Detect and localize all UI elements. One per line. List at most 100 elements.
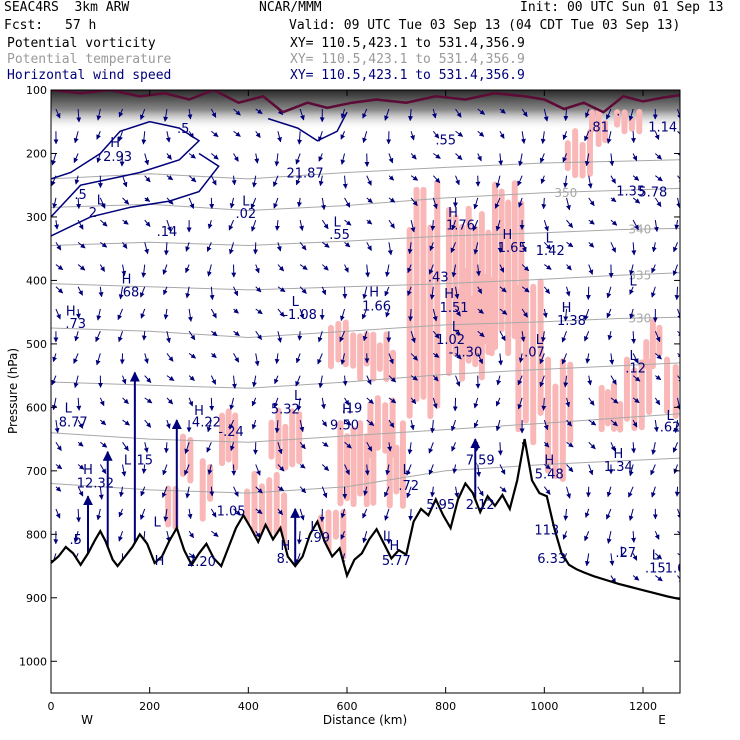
wind-vector xyxy=(209,197,215,210)
wind-vector xyxy=(566,264,572,271)
wind-vector xyxy=(344,241,351,248)
wind-vector xyxy=(455,308,461,317)
wind-vector xyxy=(164,442,170,454)
pv-shading-streak xyxy=(586,129,593,177)
contour-label: H xyxy=(613,447,623,462)
wind-vector xyxy=(185,286,191,299)
wind-vector xyxy=(210,508,217,518)
wind-vector xyxy=(518,197,523,208)
wind-vector xyxy=(566,441,574,448)
wind-vector xyxy=(432,375,439,382)
wind-vector xyxy=(432,397,438,409)
contour-label: 1.14 xyxy=(648,120,677,135)
wind-vector xyxy=(188,552,197,559)
contour-label: .68 xyxy=(119,285,140,300)
pv-shading-streak xyxy=(498,188,505,333)
wind-vector xyxy=(100,441,108,448)
wind-vector xyxy=(610,242,616,253)
wind-vector xyxy=(209,486,215,497)
wind-vector xyxy=(187,108,193,120)
wind-vector xyxy=(610,442,616,452)
x-tick-label: 600 xyxy=(337,700,358,713)
wind-vector xyxy=(473,242,479,255)
wind-vector xyxy=(165,419,171,429)
terrain-line xyxy=(51,438,680,601)
wind-vector xyxy=(52,197,58,209)
wind-vector xyxy=(388,397,397,404)
wind-vector xyxy=(362,286,368,300)
contour-label: H xyxy=(83,463,93,478)
wind-vector xyxy=(118,131,124,142)
wind-vector xyxy=(73,375,79,389)
contour-label: H xyxy=(448,206,458,221)
contour-label: 4.22 xyxy=(192,415,221,430)
wind-vector xyxy=(517,375,523,386)
wind-vector xyxy=(185,486,191,499)
wind-vector xyxy=(407,264,412,274)
contour-label: 2.93 xyxy=(103,150,132,165)
wind-vector xyxy=(494,197,501,209)
wind-vector xyxy=(651,486,656,498)
wind-vector xyxy=(388,197,396,203)
wind-vector xyxy=(277,464,285,472)
wind-vector xyxy=(410,353,418,361)
wind-vector xyxy=(141,464,147,474)
contour-label: L xyxy=(292,295,300,310)
x-tick-label: 200 xyxy=(139,700,160,713)
pv-shading-streak xyxy=(462,267,469,357)
wind-vector xyxy=(96,131,101,140)
contour-label: L xyxy=(334,215,342,230)
wind-vector xyxy=(566,486,571,499)
wind-vector xyxy=(653,220,659,233)
wind-vector xyxy=(588,219,595,225)
wind-vector xyxy=(565,397,571,408)
wind-vector xyxy=(408,308,414,322)
pv-shading-streak xyxy=(552,383,559,480)
wind-vector xyxy=(340,131,346,140)
wind-vector xyxy=(100,419,107,426)
wind-vector xyxy=(296,531,302,545)
wind-vector xyxy=(166,375,175,382)
wind-vector xyxy=(317,353,323,365)
wind-vector xyxy=(606,486,612,498)
wind-vector xyxy=(122,419,130,426)
x-axis-right-end-label: E xyxy=(658,713,666,727)
wind-vector xyxy=(255,508,263,515)
wind-vector xyxy=(52,353,58,363)
contour-label: L xyxy=(620,546,628,561)
pv-shading-streak xyxy=(390,349,397,382)
wind-vector xyxy=(96,108,102,121)
pv-shading-layer xyxy=(165,109,679,560)
wind-vector xyxy=(677,508,680,520)
wind-vector xyxy=(54,419,60,434)
wind-vector xyxy=(166,197,174,205)
wind-vector xyxy=(188,530,195,539)
isentrope-line xyxy=(51,227,680,247)
wind-vector xyxy=(385,264,390,278)
y-tick-label: 300 xyxy=(26,211,47,224)
pv-shading-streak xyxy=(522,269,529,424)
wind-vector xyxy=(51,397,57,411)
wind-vector xyxy=(498,153,504,166)
wind-vector xyxy=(295,175,301,186)
pv-shading-streak xyxy=(350,332,357,369)
wind-vector xyxy=(629,308,635,320)
pv-shading-streak xyxy=(636,109,643,135)
wind-vector xyxy=(677,330,680,338)
wind-vector xyxy=(77,419,84,429)
wind-vector xyxy=(122,175,128,188)
wind-vector xyxy=(185,242,191,252)
wind-vector xyxy=(584,508,590,518)
wind-vector xyxy=(651,242,657,253)
contour-label: L xyxy=(652,549,660,564)
wind-vector xyxy=(75,308,81,319)
wind-vector xyxy=(117,308,123,321)
wind-vector xyxy=(210,108,217,118)
wind-vector xyxy=(455,175,460,186)
wind-vector xyxy=(73,153,79,164)
wind-vector xyxy=(140,486,146,497)
wind-vector xyxy=(166,175,174,181)
wind-vector xyxy=(231,175,237,186)
wind-vector xyxy=(387,242,393,256)
wind-vector xyxy=(385,464,391,476)
